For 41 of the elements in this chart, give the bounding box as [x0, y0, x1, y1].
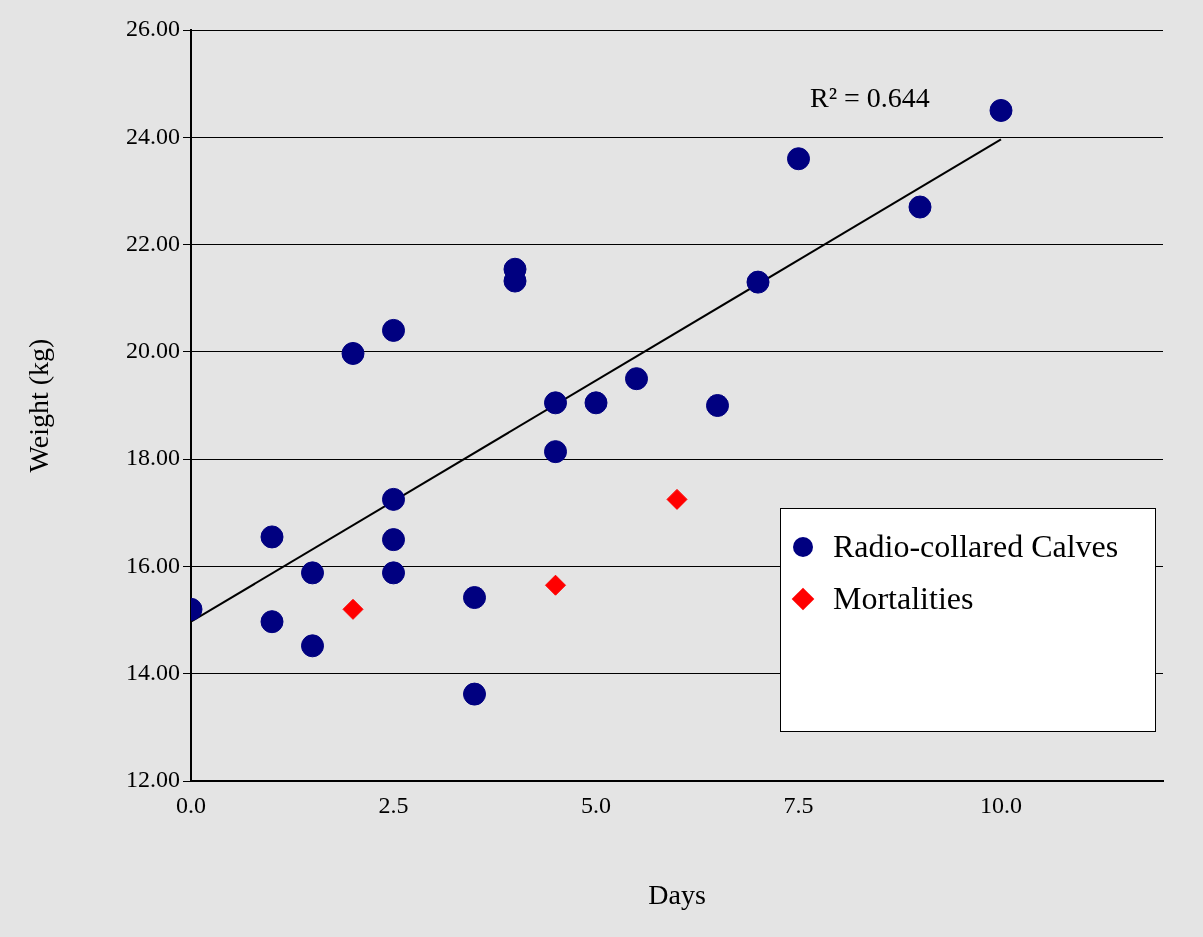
point	[260, 610, 284, 634]
point	[463, 682, 486, 706]
y-tick-label: 26.00	[126, 15, 180, 42]
point	[260, 525, 284, 549]
x-tick-label: 7.5	[783, 791, 814, 818]
x-tick-label: 10.0	[980, 791, 1022, 818]
y-tick-label: 24.00	[126, 122, 180, 149]
point	[544, 440, 567, 464]
point	[382, 528, 405, 552]
point	[908, 195, 932, 219]
y-tick-label: 14.00	[126, 659, 180, 686]
y-tick-label: 18.00	[126, 444, 180, 471]
point	[625, 367, 648, 391]
point	[301, 561, 324, 585]
y-axis-title: Weight (kg)	[23, 338, 55, 473]
point	[382, 318, 405, 342]
point	[545, 574, 566, 596]
legend-label: Mortalities	[833, 580, 974, 616]
point	[989, 98, 1013, 122]
y-tick-label: 22.00	[126, 229, 180, 256]
point	[382, 487, 405, 511]
point	[666, 488, 688, 510]
x-axis-title: Days	[648, 878, 706, 910]
point	[706, 394, 729, 417]
point	[301, 634, 324, 658]
x-tick-label: 0.0	[176, 791, 206, 818]
point	[342, 598, 364, 620]
x-tick-label: 2.5	[378, 791, 409, 818]
point	[463, 586, 486, 610]
point	[746, 270, 770, 294]
point	[382, 561, 405, 585]
point	[341, 341, 365, 365]
y-tick-label: 20.00	[126, 337, 180, 364]
annotation: R² = 0.644	[810, 82, 930, 114]
x-tick-label: 5.0	[581, 791, 611, 818]
point	[544, 391, 567, 415]
point	[584, 391, 608, 415]
legend-label: Radio-collared Calves	[833, 528, 1119, 564]
point	[787, 147, 810, 171]
y-tick-label: 16.00	[126, 551, 180, 578]
y-tick-label: 12.00	[126, 766, 180, 793]
